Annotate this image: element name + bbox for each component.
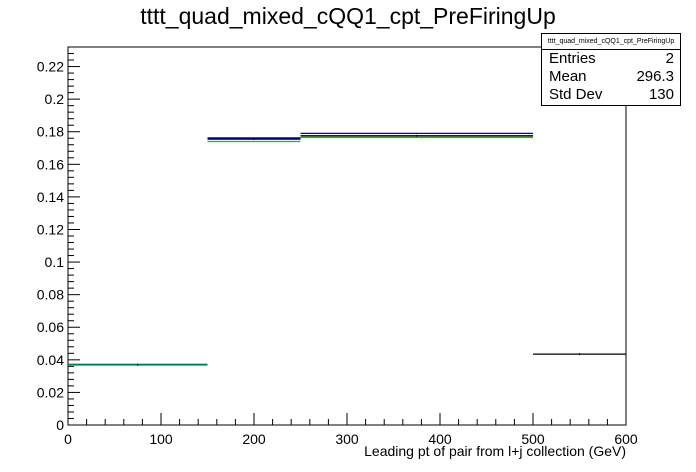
stats-stddev-label: Std Dev (549, 86, 603, 103)
x-tick-label: 600 (614, 431, 638, 447)
x-tick-label: 100 (149, 431, 173, 447)
y-tick-label: 0.06 (37, 319, 64, 335)
y-tick-label: 0.02 (37, 384, 64, 400)
axes: 0 100 200 300 400 500 600 0 0.02 0.04 0.06 0.08 0.1 0… (37, 46, 638, 447)
x-tick-label: 0 (64, 431, 72, 447)
stats-row-stddev: Std Dev 130 (542, 86, 680, 104)
y-tick-label: 0.16 (37, 156, 64, 172)
stats-row-entries: Entries 2 (542, 50, 680, 68)
histogram-bins (68, 132, 626, 366)
y-tick-label: 0.18 (37, 124, 64, 140)
stats-mean-value: 296.3 (636, 68, 674, 85)
y-tick-label: 0.04 (37, 352, 64, 368)
stats-title: tttt_quad_mixed_cQQ1_cpt_PreFiringUp (542, 34, 680, 50)
x-tick-label: 300 (335, 431, 359, 447)
stats-stddev-value: 130 (648, 86, 674, 103)
y-tick-label: 0.12 (37, 221, 64, 237)
y-tick-label: 0.2 (45, 91, 65, 107)
chart-title: tttt_quad_mixed_cQQ1_cpt_PreFiringUp (140, 3, 556, 29)
y-tick-label: 0.1 (45, 254, 65, 270)
x-tick-label: 200 (242, 431, 266, 447)
y-tick-label: 0.08 (37, 287, 64, 303)
stats-entries-label: Entries (549, 50, 596, 67)
y-tick-label: 0.22 (37, 59, 64, 75)
stats-entries-value: 2 (665, 50, 674, 67)
y-tick-label: 0 (56, 417, 64, 433)
stats-box: tttt_quad_mixed_cQQ1_cpt_PreFiringUp Ent… (541, 33, 681, 106)
stats-row-mean: Mean 296.3 (542, 68, 680, 86)
stats-mean-label: Mean (549, 68, 587, 85)
x-tick-label: 500 (521, 431, 545, 447)
y-tick-label: 0.14 (37, 189, 64, 205)
x-axis-label: Leading pt of pair from l+j collection (… (364, 443, 626, 459)
x-tick-label: 400 (428, 431, 452, 447)
